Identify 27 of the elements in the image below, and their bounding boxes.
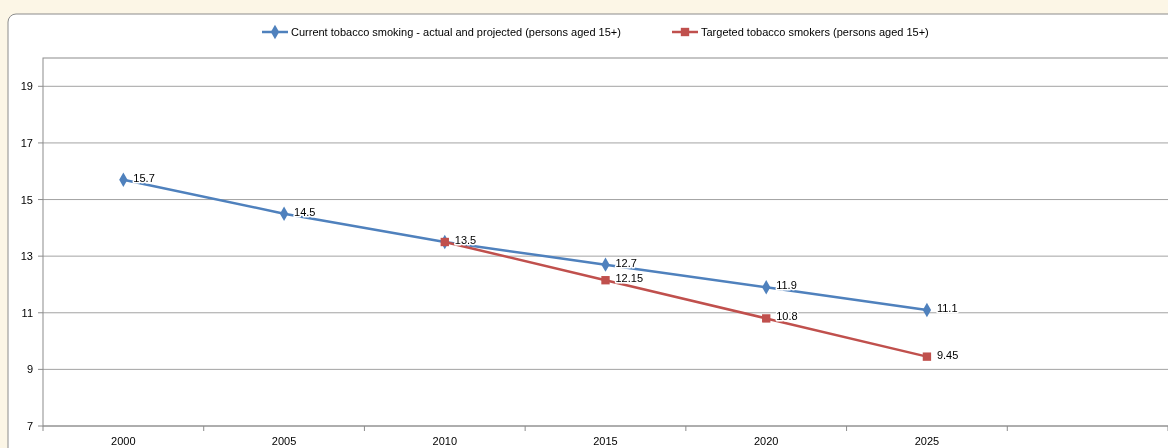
y-tick-label: 19 xyxy=(20,80,33,93)
y-tick-label: 7 xyxy=(26,420,33,432)
data-label: 10.8 xyxy=(776,310,798,323)
data-label: 12.7 xyxy=(615,256,637,269)
data-label: 9.45 xyxy=(936,348,959,361)
legend-label: Targeted tobacco smokers (persons aged 15+) xyxy=(701,26,929,38)
data-label: 12.15 xyxy=(615,272,644,285)
point xyxy=(762,314,771,323)
y-tick-label: 17 xyxy=(20,136,33,149)
legend-label: Current tobacco smoking - actual and projected (persons aged 15+) xyxy=(291,26,621,38)
point xyxy=(922,352,932,361)
x-tick-label: 2020 xyxy=(753,435,779,447)
data-label: 14.5 xyxy=(294,205,316,218)
x-tick-label: 2015 xyxy=(593,435,618,447)
y-tick-label: 9 xyxy=(26,363,33,376)
x-tick-label: 2000 xyxy=(111,435,136,447)
y-tick-label: 13 xyxy=(20,250,33,263)
y-tick-label: 11 xyxy=(21,306,33,319)
x-tick-label: 2005 xyxy=(271,435,297,447)
data-label: 11.9 xyxy=(776,279,797,292)
x-tick-label: 2010 xyxy=(432,435,458,447)
point xyxy=(601,276,610,285)
y-tick-label: 15 xyxy=(20,193,33,206)
data-label: 15.7 xyxy=(133,171,155,184)
x-tick-label: 2025 xyxy=(914,435,940,447)
data-label: 11.1 xyxy=(936,301,958,314)
data-label: 13.5 xyxy=(454,234,477,246)
